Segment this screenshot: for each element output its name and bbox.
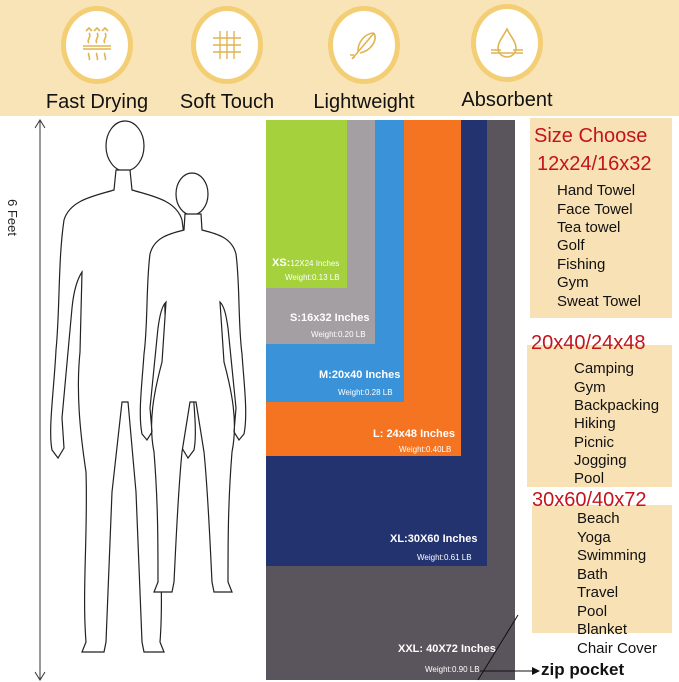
use-item: Hand Towel [557,182,636,199]
size-label: XL:30X60 Inches [390,533,478,545]
feather-icon [328,6,400,84]
use-item: Gym [574,379,606,396]
use-item: Blanket [577,621,628,638]
zip-pocket-arrow [477,614,540,681]
height-label: 6 Feet [4,199,20,236]
size-label: S:16x32 Inches [290,312,370,324]
use-item: Beach [577,510,620,527]
height-arrow [34,119,46,681]
group-header: 30x60/40x72 [532,489,647,511]
group-header: 12x24/16x32 [537,153,652,175]
feature-soft-touch: Soft Touch [167,6,287,114]
use-item: Picnic [574,434,615,451]
use-item: Gym [557,274,589,291]
size-group-box [527,345,672,487]
use-item: Face Towel [557,201,633,218]
use-item: Backpacking [574,397,660,414]
use-item: Bath [577,566,608,583]
use-item: Pool [577,603,608,620]
size-name: XS: [272,257,291,269]
zip-pocket-label: zip pocket [541,660,625,679]
use-item: Hiking [574,415,616,432]
feature-label: Absorbent [461,89,553,111]
use-item: Travel [577,584,619,601]
size-weight: Weight:0.20 LB [311,330,366,339]
use-item: Chair Cover [577,640,658,657]
use-item: Swimming [577,547,647,564]
size-label: M:20x40 Inches [319,369,401,381]
towel-xs [266,120,347,288]
feature-lightweight: Lightweight [304,6,424,114]
feature-label: Lightweight [313,91,415,113]
feature-absorbent: Absorbent [447,4,567,112]
size-weight: Weight:0.28 LB [338,388,393,397]
size-group-box [530,118,672,318]
size-weight: Weight:0.40LB [399,445,452,454]
size-weight: Weight:0.90 LB [425,665,480,674]
size-label-xs: XS:12X24 Inches [272,257,339,269]
size-dims: 12X24 Inches [290,259,340,268]
use-item: Jogging [574,452,627,469]
use-item: Yoga [577,529,611,546]
use-item: Fishing [557,256,606,273]
group-header: 20x40/24x48 [531,332,646,354]
size-choose-title: Size Choose [534,125,648,147]
use-item: Camping [574,360,635,377]
feature-label: Fast Drying [45,91,149,113]
size-label: L: 24x48 Inches [373,428,455,440]
size-label: XXL: 40X72 Inches [398,643,496,655]
water-drop-icon [471,4,543,82]
size-weight: Weight:0.13 LB [285,273,340,282]
size-weight: Weight:0.61 LB [417,553,472,562]
female-silhouette-icon [139,172,247,593]
feature-label: Soft Touch [179,91,275,113]
use-item: Golf [557,237,585,254]
feature-fast-drying: Fast Drying [37,6,157,114]
heat-waves-icon [61,6,133,84]
use-item: Sweat Towel [557,293,641,310]
human-silhouettes [50,120,247,653]
size-group-box [532,505,672,633]
use-item: Tea towel [557,219,621,236]
use-item: Pool [574,470,605,487]
fabric-weave-icon [191,6,263,84]
